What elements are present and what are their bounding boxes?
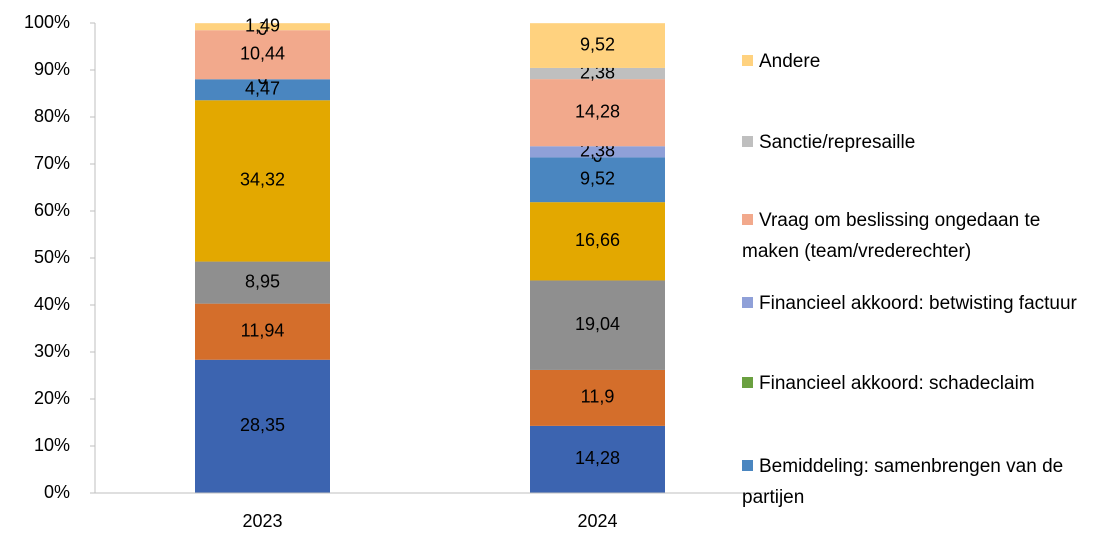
legend-entry: Andere	[742, 46, 1092, 77]
legend-entry: Financieel akkoord: schadeclaim	[742, 368, 1092, 399]
legend-entry: Sanctie/represaille	[742, 127, 1092, 158]
data-label: 19,04	[575, 314, 620, 334]
bar-segment	[195, 79, 330, 101]
legend-label: Bemiddeling: samenbrengen van de partije…	[742, 456, 1064, 508]
y-tick-label: 30%	[34, 341, 70, 361]
legend-entry: Financieel akkoord: betwisting factuur	[742, 288, 1092, 319]
legend-label: Vraag om beslissing ongedaan te maken (t…	[742, 210, 1041, 262]
data-label: 11,9	[581, 387, 615, 407]
y-tick-label: 40%	[34, 294, 70, 314]
y-tick-label: 70%	[34, 153, 70, 173]
data-label: 4,47	[245, 79, 280, 99]
data-label: 8,95	[245, 271, 280, 291]
y-tick-label: 90%	[34, 59, 70, 79]
legend-swatch	[742, 55, 753, 66]
data-label: 16,66	[575, 230, 620, 250]
y-tick-label: 0%	[44, 482, 70, 502]
data-label: 11,94	[241, 320, 285, 340]
data-label: 28,35	[240, 415, 285, 435]
bar-segment	[195, 303, 330, 360]
legend-label: Sanctie/represaille	[759, 132, 916, 153]
bar-segment	[530, 202, 665, 281]
bar-segment	[530, 425, 665, 493]
y-tick-label: 100%	[24, 12, 70, 32]
bar-segment	[530, 369, 665, 426]
bar-segment	[195, 359, 330, 493]
data-label: 9,52	[580, 169, 615, 189]
y-tick-label: 60%	[34, 200, 70, 220]
legend-entry: Vraag om beslissing ongedaan te maken (t…	[742, 205, 1092, 267]
legend-swatch	[742, 377, 753, 388]
legend-swatch	[742, 136, 753, 147]
legend-label: Andere	[759, 51, 821, 72]
bar-segment	[530, 79, 665, 147]
y-tick-label: 10%	[34, 435, 70, 455]
legend-swatch	[742, 214, 753, 225]
bar-segment	[530, 146, 665, 158]
data-label: 10,44	[240, 43, 285, 63]
data-label: 34,32	[240, 170, 285, 190]
legend-label: Financieel akkoord: schadeclaim	[759, 373, 1035, 394]
data-label: 1,49	[245, 15, 280, 35]
bar-segment	[530, 67, 665, 80]
x-tick-label: 2023	[242, 511, 282, 531]
legend-swatch	[742, 460, 753, 471]
bar-segment	[195, 23, 330, 31]
data-label: 9,52	[580, 34, 615, 54]
y-tick-label: 80%	[34, 106, 70, 126]
bar-segment	[195, 30, 330, 80]
y-tick-label: 20%	[34, 388, 70, 408]
bar-segment	[530, 280, 665, 370]
y-tick-label: 50%	[34, 247, 70, 267]
legend-swatch	[742, 297, 753, 308]
bar-segment	[195, 261, 330, 304]
data-label: 14,28	[575, 448, 620, 468]
data-label: 14,28	[575, 101, 620, 121]
bar-segment	[530, 157, 665, 203]
bar-segment	[530, 23, 665, 68]
x-tick-label: 2024	[577, 511, 617, 531]
legend-entry: Bemiddeling: samenbrengen van de partije…	[742, 451, 1092, 513]
bar-segment	[195, 100, 330, 262]
legend-label: Financieel akkoord: betwisting factuur	[759, 293, 1077, 314]
